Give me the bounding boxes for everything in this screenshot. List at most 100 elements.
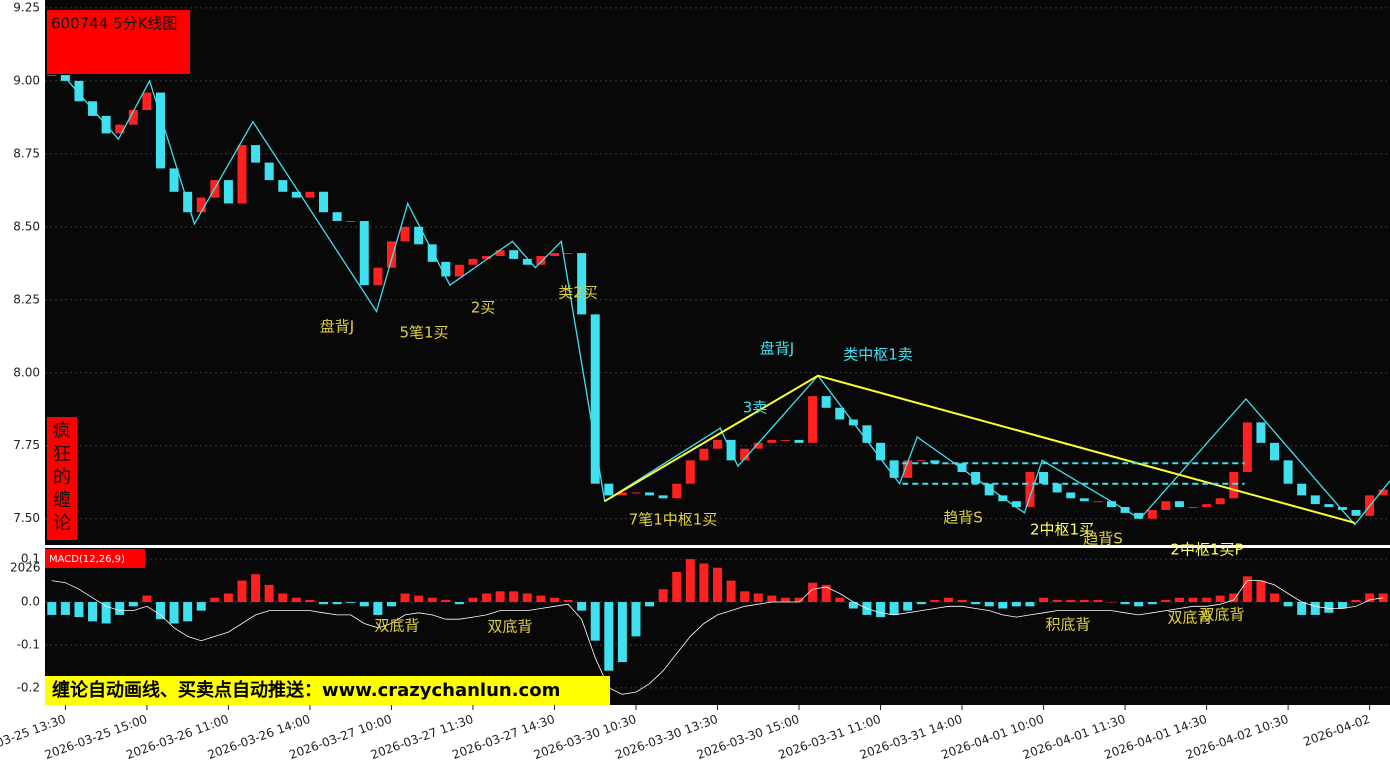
annotation: 类中枢1卖 [843,346,913,364]
candle-body [835,407,845,420]
candle-body [482,256,492,259]
candle-body [943,463,953,465]
candle-body [1215,498,1225,505]
macd-bar [631,602,641,637]
annotation: 2中枢1买 [1030,521,1094,539]
macd-bar [319,602,329,605]
macd-bar [1093,599,1103,603]
candle-body [740,448,750,461]
macd-bar [1066,599,1076,603]
candle-body [305,191,315,198]
candle-body [549,253,559,257]
macd-bar [47,602,57,615]
macd-bar [386,602,396,607]
macd-bar [346,602,356,603]
macd-bar [889,602,899,615]
macd-bar [1378,593,1388,603]
candle-body [767,439,777,443]
y-tick-label: 8.25 [13,292,40,306]
macd-bar [536,595,546,603]
macd-bar [155,602,165,620]
macd-bar [1134,602,1144,607]
macd-bar [223,593,233,603]
macd-bar [291,597,301,603]
macd-bar [971,602,981,605]
macd-bar [264,584,274,603]
macd-tick-label: -0.2 [17,680,40,694]
candle-body [1270,442,1280,461]
annotation: 双底背 [487,618,532,636]
macd-bar [1229,593,1239,603]
candle-body [74,80,84,102]
macd-bar [1202,597,1212,603]
candle-body [903,460,913,478]
candle-body [1147,509,1157,519]
candle-body [685,460,695,484]
macd-bar [373,602,383,615]
candle-body [386,241,396,268]
macd-bar [685,559,695,603]
candle-body [1161,501,1171,510]
candle-body [1039,472,1049,484]
candle-body [1229,472,1239,499]
candle-body [196,197,206,213]
candle-body [495,250,505,257]
macd-bar [1283,602,1293,607]
annotation: 双底背 [1199,606,1244,624]
candle-body [672,483,682,499]
macd-bar [88,602,98,622]
annotation: 类2买 [558,284,598,302]
macd-bar [427,597,437,603]
macd-bar [183,602,193,622]
y-tick-label: 8.00 [13,365,40,379]
macd-bar [468,597,478,603]
macd-bar [332,602,342,605]
y-tick-label: 9.25 [13,0,40,14]
candle-body [862,425,872,443]
candle-body [1256,422,1266,443]
candle-body [1174,501,1184,508]
macd-bar [142,595,152,603]
candle-body [563,253,573,255]
macd-bar [1310,602,1320,615]
macd-bar [495,591,505,603]
candle-body [332,212,342,221]
macd-bar [1011,602,1021,607]
candle-body [713,439,722,449]
macd-bar [713,567,722,603]
annotation: 3卖 [743,399,768,417]
candle-body [1052,483,1062,493]
candle-body [454,264,464,277]
side-label-box [47,417,77,540]
macd-bar [780,597,790,603]
candle-body [60,75,70,81]
annotation: 5笔1买 [399,324,448,342]
macd-bar [1256,580,1266,603]
candle-body [1242,422,1252,473]
annotation: 双底背 [1167,609,1212,627]
candle-body [128,110,138,125]
candle-body [604,483,614,496]
macd-bar [848,602,858,609]
macd-bar [563,599,573,603]
macd-bar [115,602,125,615]
macd-tick-label: 0.1 [21,552,40,566]
macd-bar [549,597,559,603]
candle-body [658,495,668,499]
macd-bar [414,595,424,603]
price-panel [45,0,1390,545]
candle-body [291,191,301,198]
macd-bar [984,602,994,607]
macd-bar [509,591,519,603]
macd-bar [1025,602,1035,607]
candle-body [169,168,179,192]
candle-body [1093,501,1103,503]
candle-body [373,267,383,286]
y-tick-label: 8.50 [13,219,40,233]
y-tick-label: 9.00 [13,73,40,87]
macd-bar [617,602,627,663]
macd-bar [1174,597,1184,603]
macd-bar [482,593,492,603]
annotation: 7笔1中枢1买 [629,511,718,529]
segment-line [604,374,1355,524]
